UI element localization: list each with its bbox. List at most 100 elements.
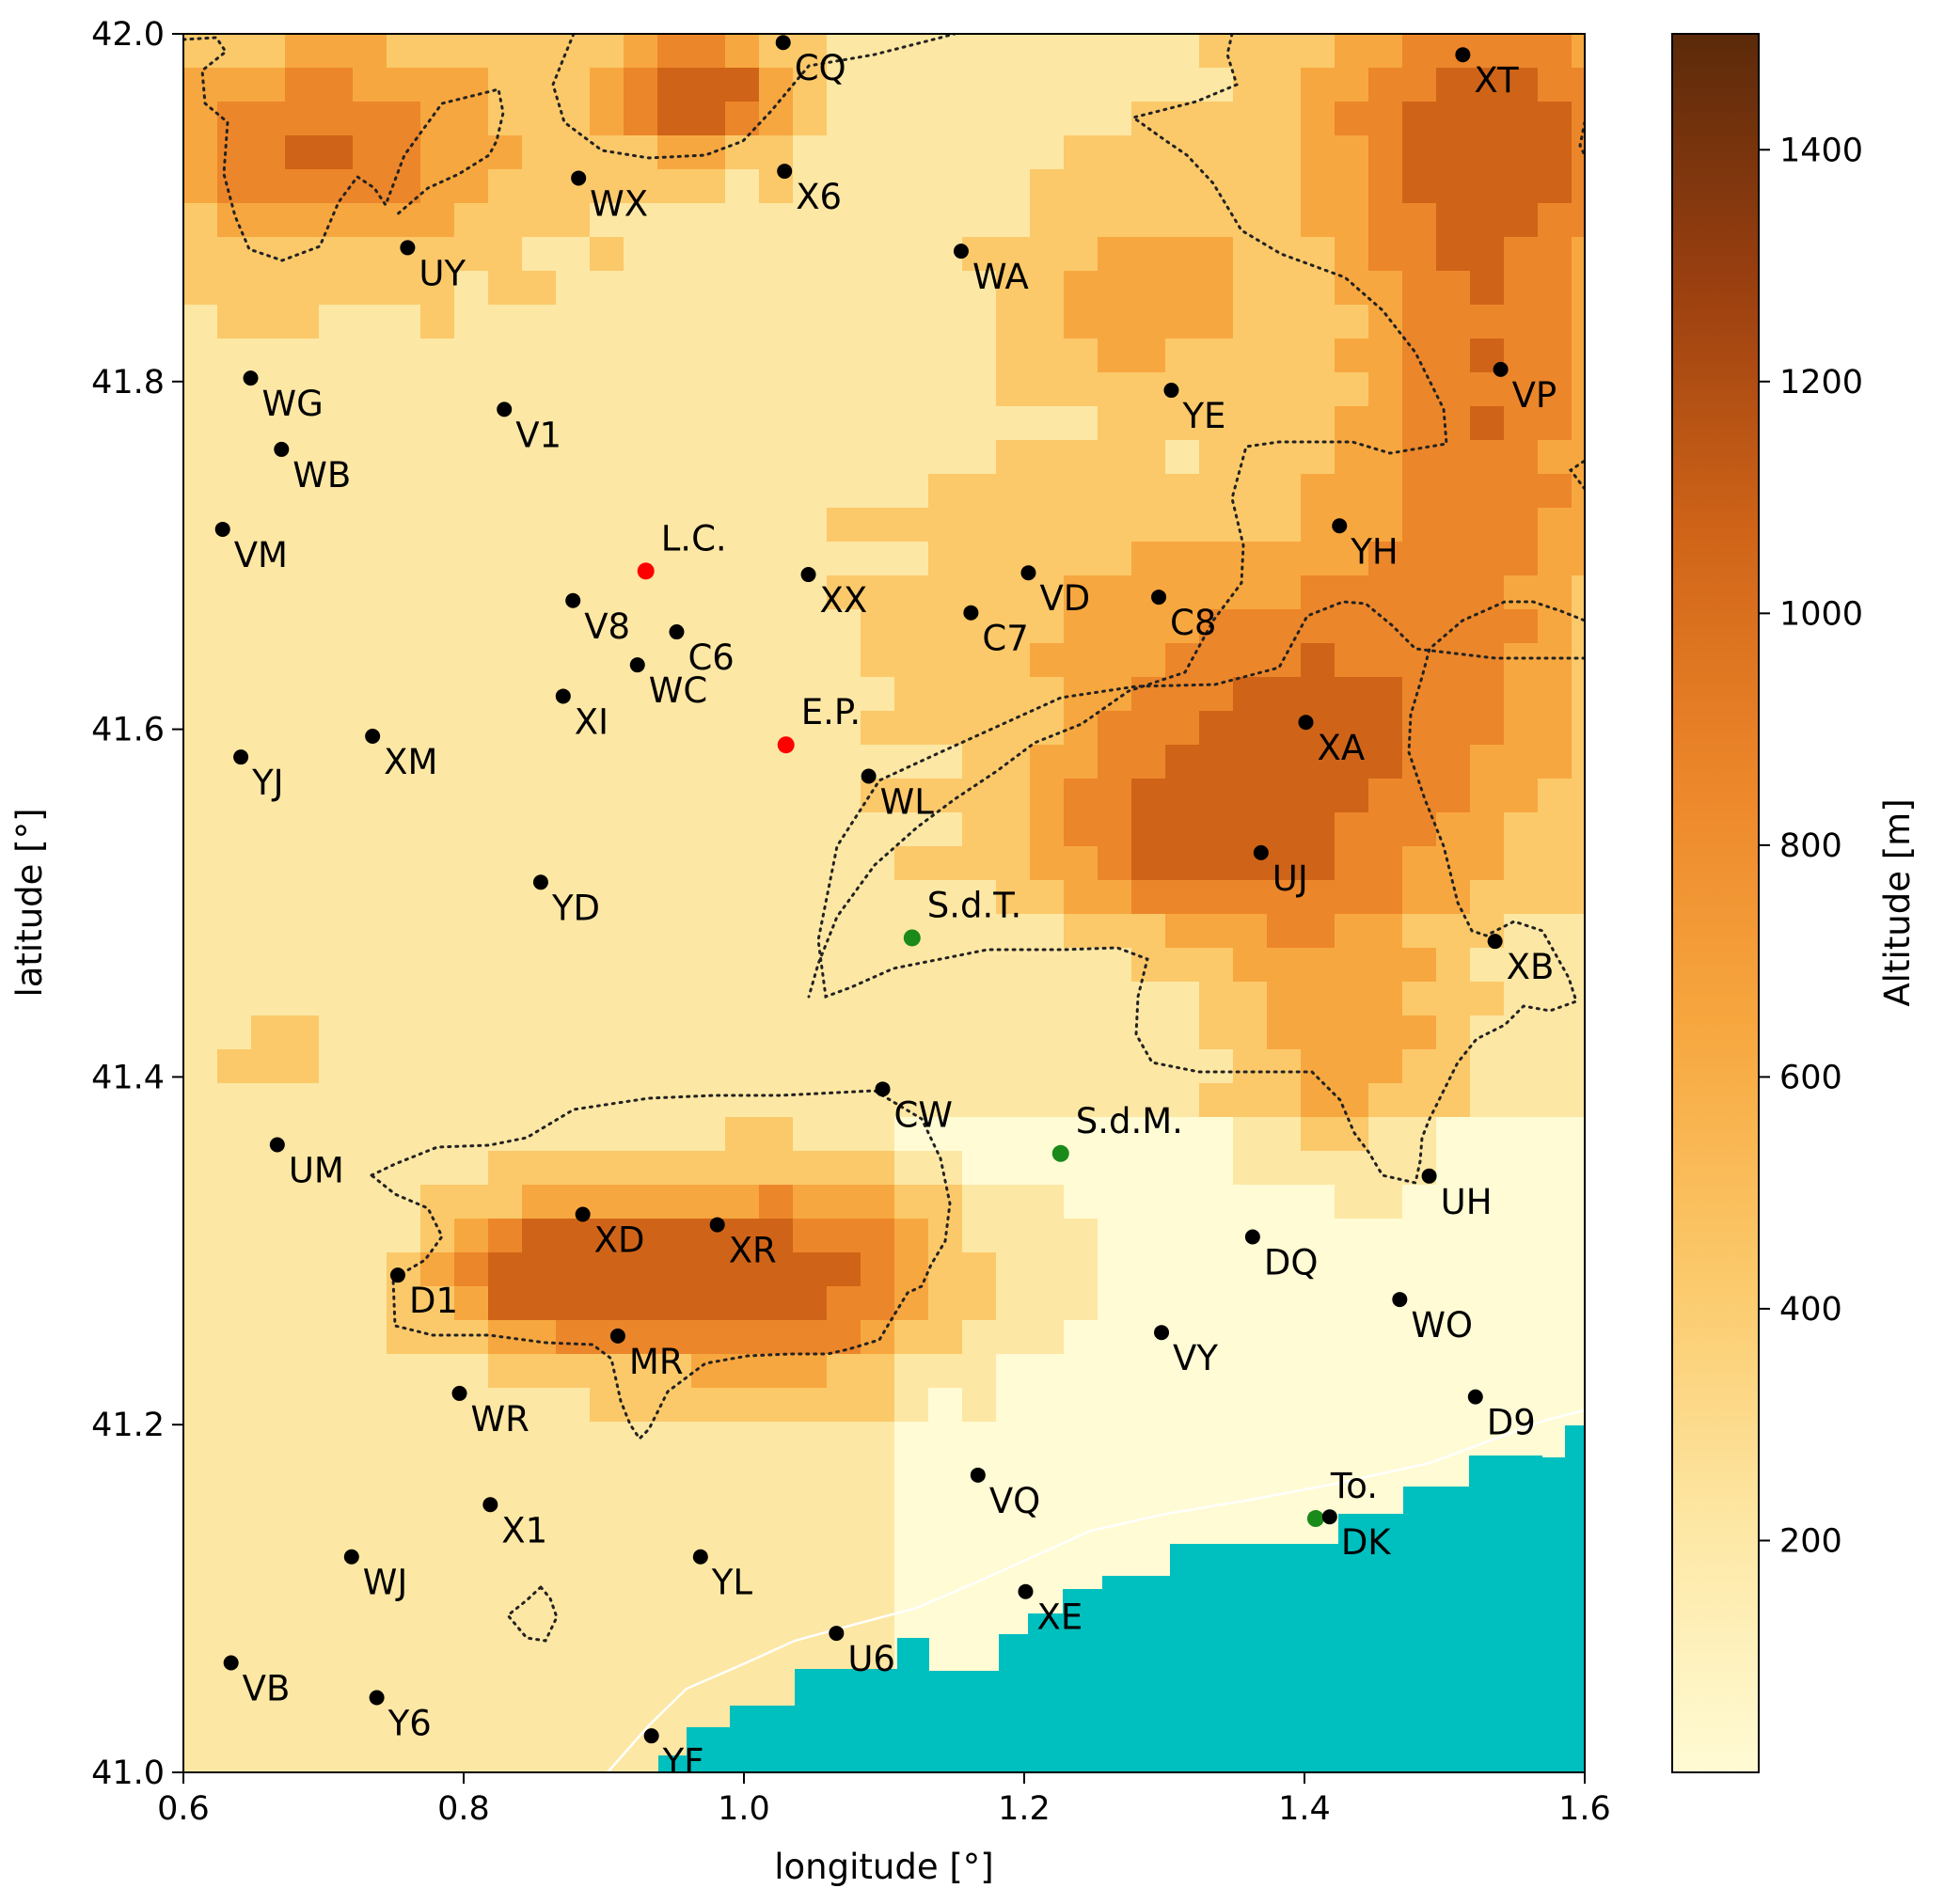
terrain-cell [1402, 575, 1437, 610]
terrain-cell [962, 1083, 997, 1118]
terrain-cell [183, 1659, 218, 1693]
terrain-cell [624, 1320, 658, 1355]
terrain-cell [522, 812, 557, 847]
terrain-cell [894, 1083, 929, 1118]
terrain-cell [1436, 914, 1471, 949]
terrain-cell [1199, 812, 1234, 847]
terrain-cell [1030, 1015, 1065, 1050]
terrain-cell [1470, 305, 1505, 339]
terrain-cell [1402, 1015, 1437, 1050]
station-label: YJ [251, 763, 284, 803]
terrain-cell [285, 982, 320, 1016]
terrain-cell [353, 609, 387, 644]
terrain-cell [420, 779, 455, 813]
terrain-cell [759, 338, 794, 373]
terrain-cell [1030, 1286, 1065, 1321]
terrain-cell [556, 1049, 591, 1084]
terrain-cell [285, 135, 320, 170]
terrain-cell [319, 474, 354, 509]
terrain-cell [996, 711, 1031, 746]
station-label: YE [1181, 396, 1225, 436]
terrain-cell [590, 779, 624, 813]
station-label: UJ [1272, 858, 1308, 899]
terrain-cell [1233, 1252, 1268, 1287]
terrain-cell [861, 609, 895, 644]
terrain-cell [1504, 271, 1539, 306]
terrain-cell [454, 643, 489, 678]
terrain-cell [285, 406, 320, 441]
terrain-cell [1064, 169, 1098, 204]
terrain-cell [488, 372, 523, 407]
terrain-cell [183, 745, 218, 779]
terrain-cell [488, 1320, 523, 1355]
terrain-cell [624, 880, 658, 915]
station-label: VP [1512, 375, 1557, 416]
terrain-cell [827, 1388, 861, 1423]
terrain-cell [691, 305, 726, 339]
terrain-cell [691, 982, 726, 1016]
terrain-cell [1064, 1117, 1098, 1152]
terrain-cell [183, 812, 218, 847]
terrain-cell [319, 609, 354, 644]
terrain-cell [759, 135, 794, 170]
terrain-cell [1538, 779, 1573, 813]
terrain-cell [454, 1692, 489, 1727]
terrain-cell [522, 1456, 557, 1490]
terrain-cell [1131, 1388, 1166, 1423]
terrain-cell [387, 948, 421, 983]
terrain-cell [861, 643, 895, 678]
terrain-cell [285, 271, 320, 306]
terrain-cell [1572, 372, 1585, 407]
terrain-cell [725, 846, 760, 881]
station-label: C8 [1170, 603, 1216, 643]
terrain-cell [1335, 779, 1369, 813]
station-marker-xb [1487, 934, 1503, 950]
terrain-cell [657, 1151, 692, 1186]
terrain-cell [353, 1489, 387, 1524]
terrain-cell [420, 1523, 455, 1558]
terrain-cell [1030, 1456, 1065, 1490]
terrain-cell [691, 1692, 726, 1727]
terrain-cell [1504, 779, 1539, 813]
terrain-cell [522, 1049, 557, 1084]
terrain-cell [217, 643, 252, 678]
terrain-cell [285, 1083, 320, 1118]
terrain-cell [285, 102, 320, 136]
terrain-cell [1572, 1354, 1585, 1389]
terrain-cell [590, 846, 624, 881]
terrain-cell [624, 237, 658, 272]
terrain-cell [1402, 1185, 1437, 1220]
terrain-cell [928, 609, 963, 644]
terrain-cell [353, 1591, 387, 1626]
terrain-cell [1572, 34, 1585, 69]
station-marker-d9 [1467, 1389, 1483, 1405]
terrain-cell [996, 880, 1031, 915]
terrain-cell [827, 1049, 861, 1084]
terrain-cell [962, 338, 997, 373]
terrain-cell [488, 440, 523, 475]
terrain-cell [1470, 1151, 1505, 1186]
terrain-cell [1199, 338, 1234, 373]
terrain-cell [1470, 1185, 1505, 1220]
terrain-cell [793, 135, 828, 170]
terrain-cell [1030, 914, 1065, 949]
terrain-cell [928, 1185, 963, 1220]
terrain-cell [1402, 102, 1437, 136]
terrain-cell [1504, 1252, 1539, 1287]
terrain-cell [1538, 406, 1573, 441]
terrain-cell [793, 1320, 828, 1355]
terrain-cell [759, 643, 794, 678]
terrain-cell [1301, 1354, 1336, 1389]
terrain-cell [319, 575, 354, 610]
terrain-cell [1504, 1015, 1539, 1050]
terrain-cell [522, 135, 557, 170]
terrain-cell [894, 271, 929, 306]
terrain-cell [420, 982, 455, 1016]
terrain-cell [725, 1489, 760, 1524]
terrain-cell [1165, 338, 1200, 373]
terrain-cell [894, 1320, 929, 1355]
terrain-cell [285, 948, 320, 983]
terrain-cell [1098, 68, 1132, 102]
terrain-cell [1301, 812, 1336, 847]
